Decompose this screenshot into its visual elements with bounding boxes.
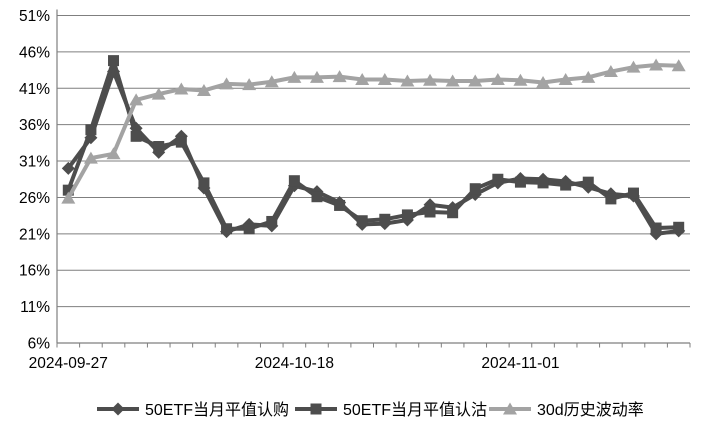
square-marker xyxy=(492,173,504,185)
triangle-marker xyxy=(355,73,370,86)
legend-label: 50ETF当月平值认购 xyxy=(145,401,289,419)
triangle-marker xyxy=(558,73,573,86)
triangle-marker xyxy=(468,74,483,87)
series-line xyxy=(66,62,681,201)
square-marker xyxy=(334,199,346,211)
square-marker xyxy=(627,187,639,199)
triangle-marker xyxy=(445,74,460,87)
square-marker xyxy=(650,222,662,234)
x-axis-labels: 2024-09-27 2024-10-18 2024-11-01 xyxy=(29,355,560,372)
square-marker xyxy=(243,223,255,235)
series-1-square xyxy=(62,55,685,235)
square-marker xyxy=(582,176,594,188)
y-tick-label: 51% xyxy=(19,8,50,25)
triangle-marker xyxy=(536,75,551,88)
triangle-marker xyxy=(174,82,189,95)
square-marker xyxy=(311,191,323,203)
x-tick-label: 2024-10-18 xyxy=(255,355,334,372)
y-tick-label: 26% xyxy=(19,190,50,207)
series-line xyxy=(66,58,681,231)
gridlines xyxy=(57,15,690,344)
square-marker xyxy=(130,130,142,142)
triangle-marker xyxy=(581,70,596,83)
triangle-marker xyxy=(129,93,144,106)
diamond-marker xyxy=(111,402,125,416)
legend-item-1: 50ETF当月平值认沽 xyxy=(295,401,487,419)
square-marker xyxy=(266,215,278,227)
square-marker xyxy=(537,177,549,189)
triangle-marker xyxy=(83,151,98,164)
square-marker xyxy=(356,215,368,227)
triangle-marker xyxy=(400,74,415,87)
square-marker xyxy=(424,206,436,218)
square-marker xyxy=(560,179,572,191)
triangle-marker xyxy=(242,78,257,91)
triangle-marker xyxy=(61,191,76,204)
square-marker xyxy=(469,183,481,195)
x-tick-label: 2024-11-01 xyxy=(481,355,559,372)
triangle-marker xyxy=(106,147,121,160)
triangle-marker xyxy=(377,73,392,86)
x-tick-label: 2024-09-27 xyxy=(29,355,108,372)
square-marker xyxy=(153,141,165,152)
triangle-marker xyxy=(490,73,505,86)
square-marker xyxy=(85,124,97,136)
series-0-diamond xyxy=(61,65,686,241)
triangle-marker xyxy=(196,83,211,96)
y-tick-label: 6% xyxy=(28,336,51,353)
y-tick-label: 46% xyxy=(19,44,50,61)
square-marker xyxy=(198,177,210,189)
square-marker xyxy=(514,176,526,188)
x-axis xyxy=(56,9,691,348)
y-tick-label: 11% xyxy=(20,299,50,316)
triangle-marker xyxy=(264,75,279,88)
square-marker xyxy=(108,55,120,67)
y-tick-label: 41% xyxy=(19,81,50,98)
legend: 50ETF当月平值认购 50ETF当月平值认沽 30d历史波动率 xyxy=(97,401,644,419)
y-tick-label: 21% xyxy=(19,226,50,243)
y-tick-label: 36% xyxy=(19,117,50,134)
triangle-marker xyxy=(332,70,347,83)
triangle-marker xyxy=(219,77,234,90)
legend-item-2: 30d历史波动率 xyxy=(489,401,644,419)
square-marker xyxy=(288,175,300,187)
triangle-marker xyxy=(309,70,324,83)
square-marker xyxy=(447,207,459,219)
triangle-marker xyxy=(626,60,641,73)
y-tick-label: 16% xyxy=(19,263,50,280)
triangle-marker xyxy=(671,59,686,72)
legend-label: 50ETF当月平值认沽 xyxy=(343,401,487,419)
square-marker xyxy=(62,184,74,196)
triangle-marker xyxy=(503,402,517,415)
square-marker xyxy=(673,221,685,233)
square-marker xyxy=(401,209,413,221)
square-marker xyxy=(379,213,391,225)
legend-label: 30d历史波动率 xyxy=(537,401,644,419)
triangle-marker xyxy=(287,70,302,83)
square-marker xyxy=(221,223,233,235)
y-tick-label: 31% xyxy=(19,154,50,171)
diamond-marker xyxy=(61,161,75,175)
triangle-marker xyxy=(603,65,618,78)
square-marker xyxy=(310,403,322,415)
legend-item-0: 50ETF当月平值认购 xyxy=(97,401,289,419)
triangle-marker xyxy=(513,73,528,86)
triangle-marker xyxy=(423,73,438,86)
y-axis-labels: 51% 46% 41% 36% 31% 26% 21% 16% 11% 6% xyxy=(19,8,50,353)
square-marker xyxy=(175,136,187,148)
square-marker xyxy=(605,193,617,205)
series-2-triangle xyxy=(61,58,686,204)
triangle-marker xyxy=(649,58,664,71)
triangle-marker xyxy=(151,87,166,100)
